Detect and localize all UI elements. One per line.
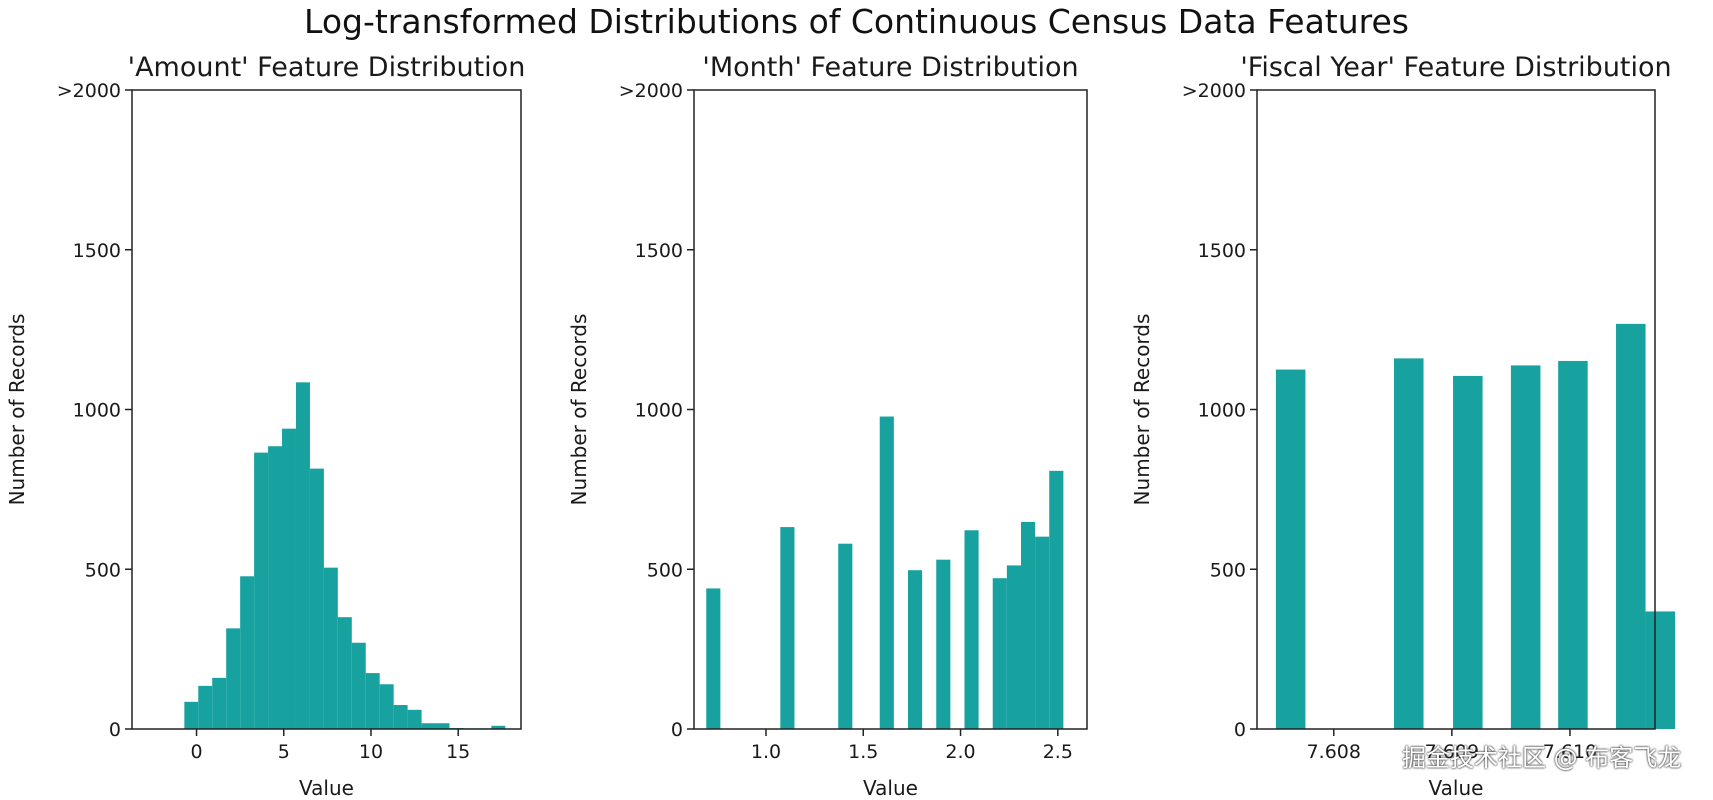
y-tick-label: 0: [671, 719, 683, 741]
y-axis-label: Number of Records: [567, 314, 591, 506]
histogram-bar: [964, 530, 979, 729]
histogram-bar: [1035, 536, 1050, 729]
histogram-bar: [1049, 470, 1064, 729]
chart-panel-1: 0 500 1000 1500 >2000 0 5 10 15 'Amount' Feature …: [5, 52, 525, 800]
x-tick-label: 7.610: [1543, 741, 1597, 763]
histogram-bar: [407, 709, 422, 729]
y-tick-label: 1500: [73, 240, 121, 262]
chart-panel-3: 0 500 1000 1500 >2000 7.608 7.609 7.610 'Fiscal …: [1130, 52, 1676, 800]
histogram-bar: [337, 617, 352, 729]
histogram-bar: [379, 684, 394, 729]
y-tick-label: 1000: [73, 400, 121, 422]
chart-panel-2: 0 500 1000 1500 >2000 1.0 1.5 2.0 2.5 'Month' Fea…: [567, 52, 1088, 800]
histogram-bar: [323, 567, 338, 729]
y-tick-label: 500: [85, 559, 121, 581]
histogram-bar: [879, 416, 894, 729]
x-tick-label: 0: [190, 741, 202, 763]
y-axis-label: Number of Records: [5, 314, 29, 506]
histogram-bar: [907, 570, 923, 729]
histogram-bar: [1006, 565, 1021, 729]
x-tick-label: 5: [278, 741, 290, 763]
x-tick-label: 7.609: [1425, 741, 1479, 763]
x-tick-label: 1.5: [848, 741, 878, 763]
histogram-bar: [212, 677, 227, 729]
x-tick-label: 2.0: [945, 741, 975, 763]
subplot-title: 'Fiscal Year' Feature Distribution: [1240, 52, 1671, 83]
histogram-bar: [365, 673, 380, 729]
subplot-title: 'Amount' Feature Distribution: [128, 52, 526, 83]
x-tick-label: 2.5: [1043, 741, 1073, 763]
histogram-bar: [198, 685, 213, 729]
y-tick-label: >2000: [1182, 80, 1246, 102]
histogram-bar: [1510, 365, 1541, 729]
subplot-title: 'Month' Feature Distribution: [702, 52, 1078, 83]
y-tick-label: 1500: [635, 240, 683, 262]
histogram-bar: [226, 628, 241, 729]
histogram-bar: [491, 725, 506, 729]
x-axis-label: Value: [299, 776, 354, 800]
histogram-bar: [1020, 521, 1036, 729]
histogram-bar: [240, 576, 255, 729]
histogram-bar: [254, 452, 269, 729]
histogram-bar: [706, 588, 721, 729]
x-tick-label: 15: [446, 741, 470, 763]
histogram-bar: [1645, 611, 1676, 729]
figure-title: Log-transformed Distributions of Continu…: [304, 2, 1409, 41]
y-tick-label: 500: [647, 559, 683, 581]
x-axis-label: Value: [1429, 776, 1484, 800]
histogram-bar: [1393, 358, 1424, 729]
y-tick-label: >2000: [57, 80, 121, 102]
y-axis-label: Number of Records: [1130, 314, 1154, 506]
x-tick-label: 7.608: [1307, 741, 1361, 763]
histogram-bar: [1453, 375, 1483, 729]
histogram-bar: [1558, 360, 1588, 729]
y-tick-label: 0: [1234, 719, 1246, 741]
histogram-bar: [992, 578, 1007, 729]
y-tick-label: 1000: [1198, 400, 1246, 422]
histogram-bar: [421, 723, 436, 729]
histogram-bar: [295, 382, 310, 729]
histogram-bar: [184, 701, 199, 729]
x-tick-label: 10: [359, 741, 383, 763]
histogram-bar: [435, 723, 450, 729]
y-tick-label: 0: [109, 719, 121, 741]
histogram-bar: [309, 468, 324, 729]
histogram-bar: [282, 428, 296, 729]
x-tick-label: 1.0: [751, 741, 781, 763]
histogram-bar: [351, 642, 366, 729]
y-tick-label: 1500: [1198, 240, 1246, 262]
histogram-bar: [1616, 323, 1646, 729]
x-axis-label: Value: [863, 776, 918, 800]
histogram-bar: [838, 543, 853, 729]
y-tick-label: 500: [1210, 559, 1246, 581]
histogram-bar: [393, 705, 408, 729]
histogram-bar: [780, 527, 795, 729]
histogram-bar: [936, 559, 951, 729]
y-tick-label: 1000: [635, 400, 683, 422]
y-tick-label: >2000: [619, 80, 683, 102]
histogram-bar: [1275, 369, 1306, 729]
histogram-bar: [268, 446, 283, 729]
watermark: 掘金技术社区 @ 布客飞龙: [1402, 744, 1682, 772]
